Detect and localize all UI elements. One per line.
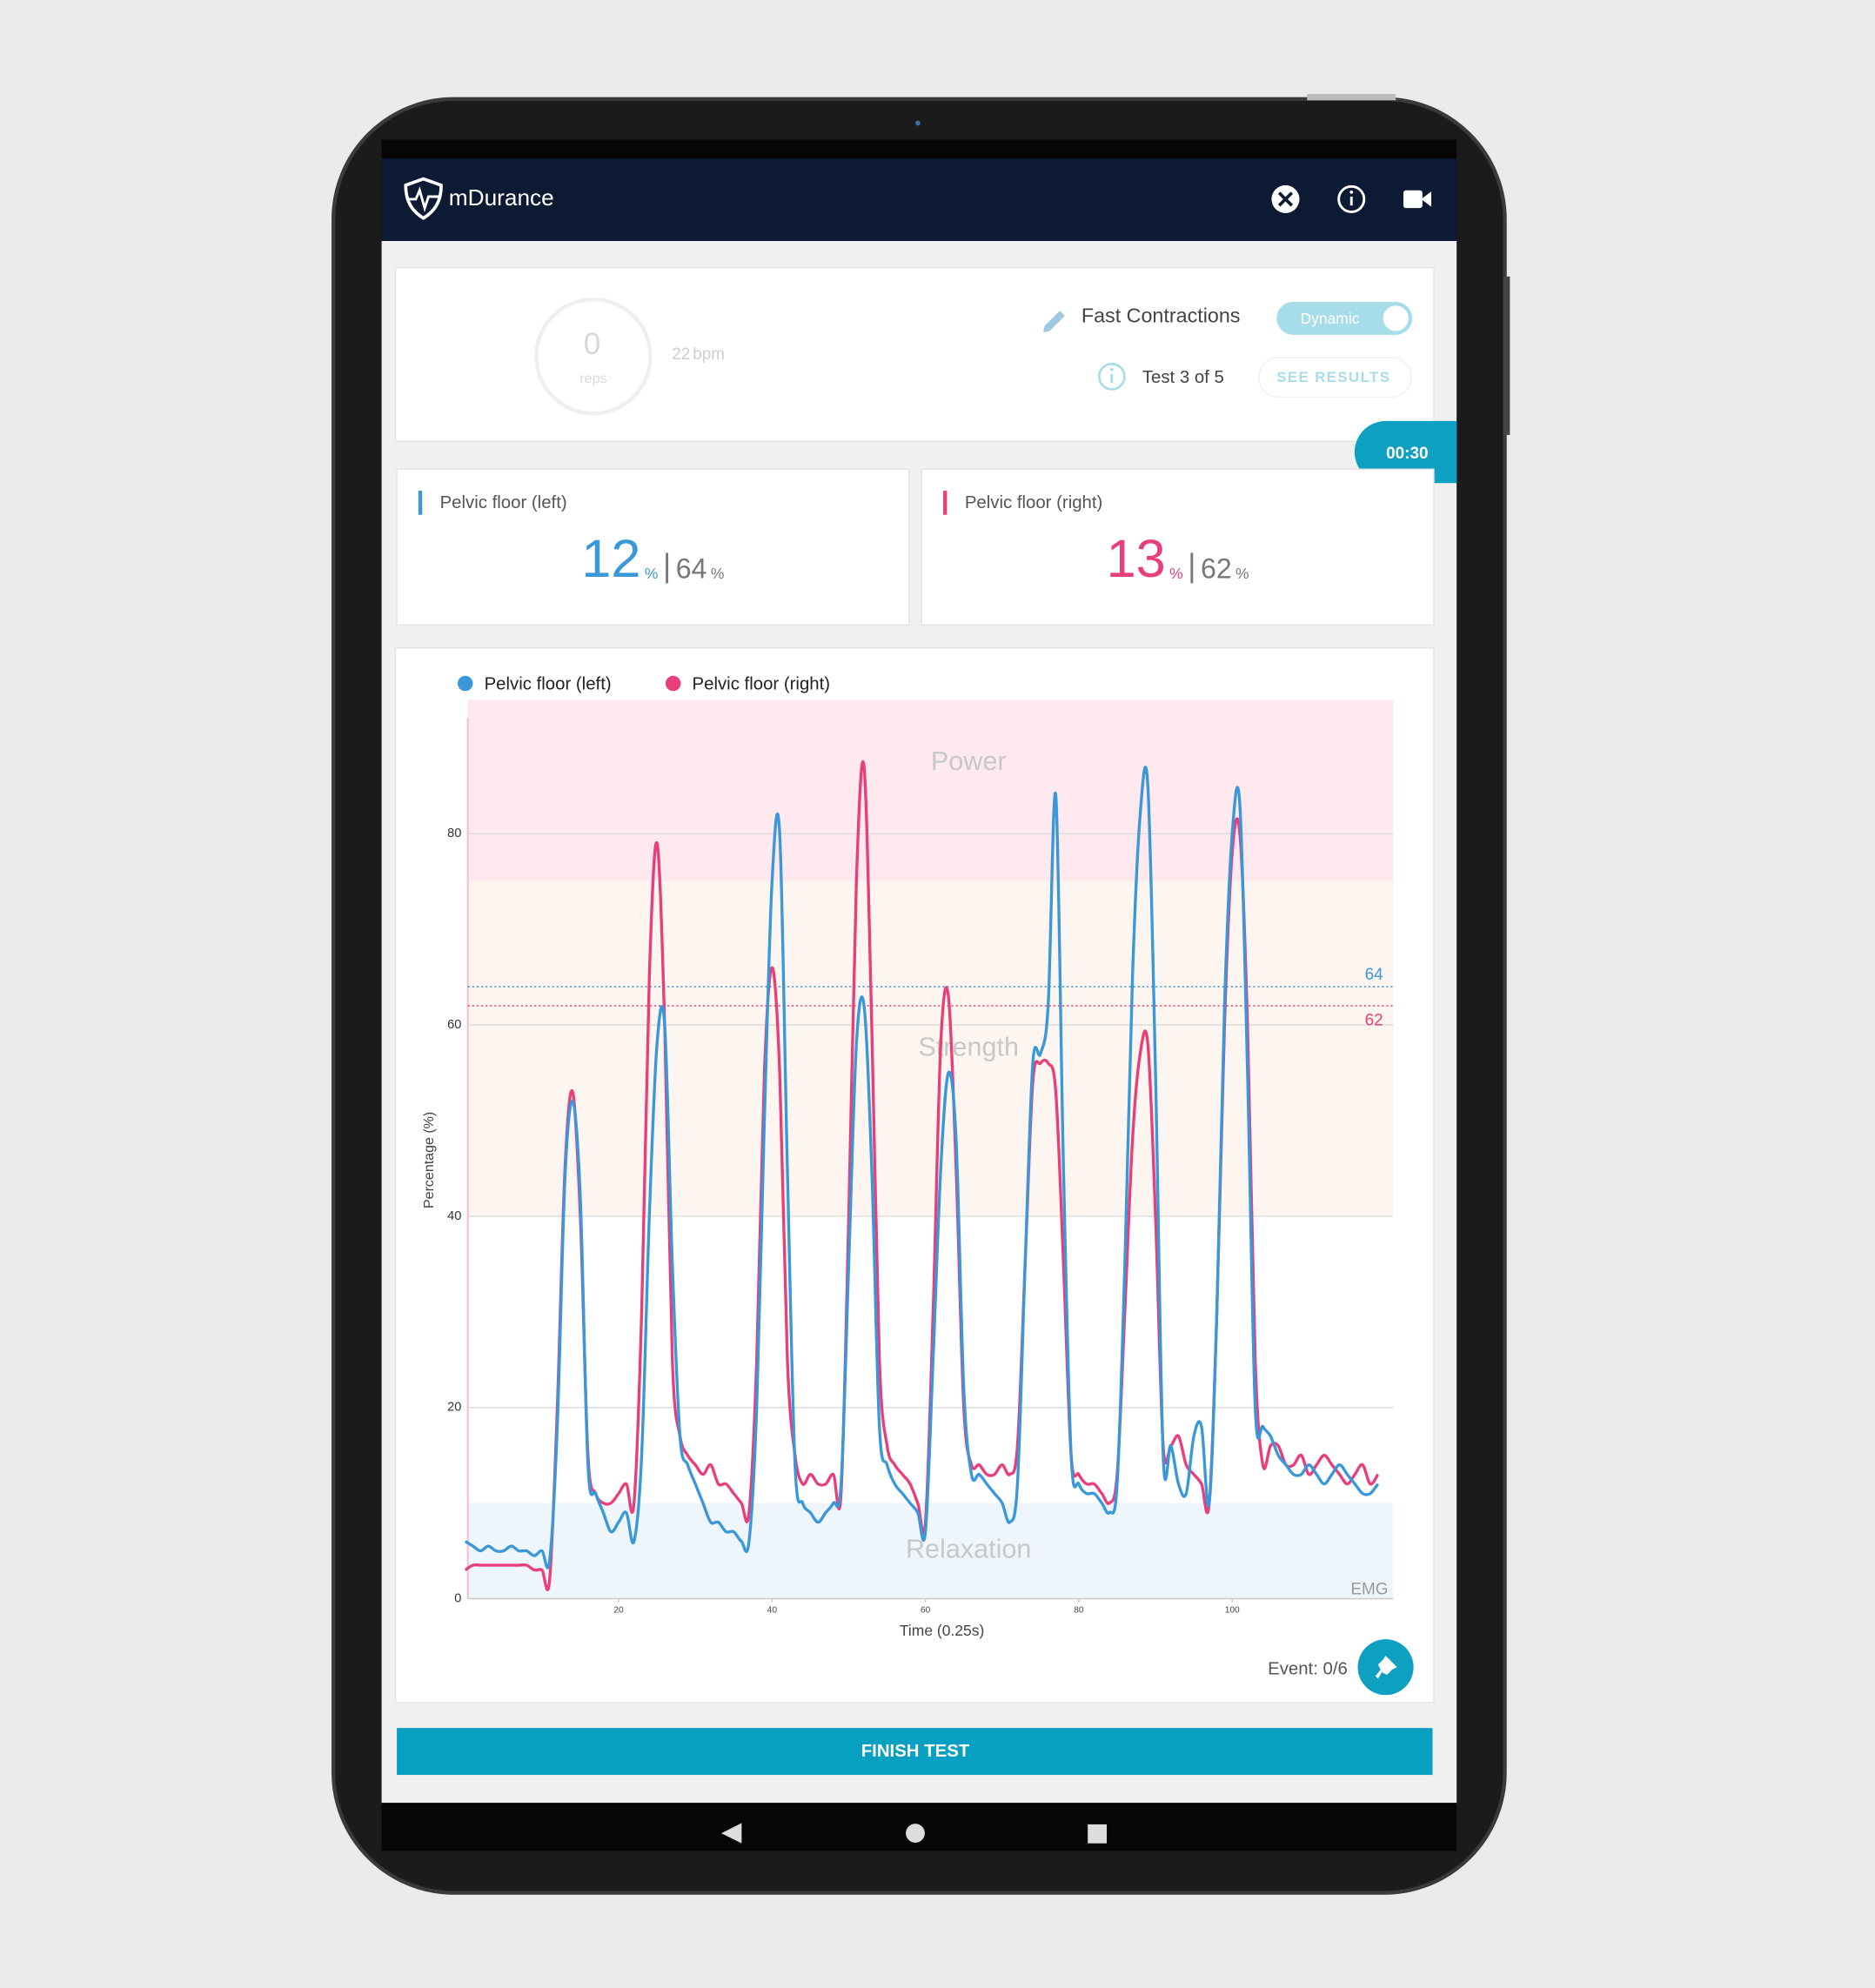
x-tick-label: 40 bbox=[767, 1605, 778, 1615]
nav-back[interactable] bbox=[721, 1823, 742, 1844]
mode-toggle[interactable]: Dynamic bbox=[1276, 301, 1413, 335]
reps-label: reps bbox=[579, 371, 606, 386]
mode-label: Dynamic bbox=[1300, 310, 1359, 327]
legend-label: Pelvic floor (left) bbox=[485, 674, 612, 693]
metric-max: 62 bbox=[1201, 552, 1232, 584]
zone-label: Strength bbox=[918, 1033, 1019, 1062]
logo bbox=[404, 177, 443, 220]
finish-label: FINISH TEST bbox=[861, 1742, 970, 1761]
metric-max-unit: % bbox=[1235, 565, 1249, 582]
zone bbox=[467, 699, 1394, 882]
zone-label: Power bbox=[931, 746, 1007, 776]
metric-current: 12 bbox=[581, 529, 640, 588]
metric-color-bar bbox=[943, 491, 948, 515]
y-tick-label: 80 bbox=[447, 827, 461, 840]
metric-color-bar bbox=[418, 491, 423, 515]
reference-label: 64 bbox=[1365, 966, 1383, 984]
exercise-name: Fast Contractions bbox=[1081, 305, 1241, 327]
y-tick-label: 40 bbox=[447, 1209, 461, 1223]
rate: 22 bpm bbox=[672, 345, 725, 364]
video-button[interactable] bbox=[1403, 190, 1432, 209]
metric-name: Pelvic floor (left) bbox=[440, 493, 567, 512]
nav-home[interactable] bbox=[906, 1824, 925, 1844]
zone-label: Relaxation bbox=[906, 1535, 1032, 1564]
x-tick-label: 100 bbox=[1225, 1605, 1240, 1615]
timer: 00:30 bbox=[1386, 445, 1428, 463]
finish-button[interactable]: FINISH TEST bbox=[397, 1728, 1433, 1776]
metric-current-unit: % bbox=[645, 565, 659, 582]
reps-count: 0 bbox=[584, 327, 600, 361]
logo-pulse bbox=[408, 186, 439, 213]
volume-key bbox=[1503, 276, 1510, 435]
x-tick-label: 20 bbox=[613, 1605, 624, 1615]
test-progress: Test 3 of 5 bbox=[1142, 368, 1224, 387]
metric-name: Pelvic floor (right) bbox=[965, 493, 1103, 512]
see-results-label: SEE RESULTS bbox=[1276, 369, 1390, 385]
metric-separator bbox=[666, 552, 669, 584]
event-button[interactable] bbox=[1357, 1639, 1414, 1696]
metric-current: 13 bbox=[1107, 529, 1166, 588]
metric-current-unit: % bbox=[1169, 565, 1183, 582]
event-counter: Event: 0/6 bbox=[1268, 1660, 1348, 1679]
metric-max-unit: % bbox=[711, 565, 725, 582]
y-tick-label: 0 bbox=[454, 1591, 461, 1605]
metric-card bbox=[396, 468, 910, 626]
chart: 0 20 40 60 80 20 40 60 80 100 Power Strength Relaxat… bbox=[421, 674, 1394, 1639]
timer-tab bbox=[1354, 420, 1457, 484]
y-tick-label: 60 bbox=[447, 1018, 461, 1032]
metric-separator bbox=[1190, 552, 1194, 584]
brand: mDurance bbox=[449, 184, 554, 211]
test-info-icon bbox=[1097, 363, 1126, 391]
zone bbox=[467, 881, 1394, 1216]
y-axis-label: Percentage (%) bbox=[421, 1112, 437, 1208]
legend-label: Pelvic floor (right) bbox=[693, 674, 831, 693]
camera-dot bbox=[915, 120, 921, 126]
close-button[interactable] bbox=[1271, 184, 1300, 213]
session-card bbox=[394, 266, 1435, 442]
nav-recent[interactable] bbox=[1088, 1824, 1108, 1844]
legend-marker bbox=[665, 675, 681, 692]
annotation: EMG bbox=[1350, 1580, 1388, 1598]
y-tick-label: 20 bbox=[447, 1401, 461, 1415]
reps-ring bbox=[534, 297, 653, 416]
info-button[interactable] bbox=[1337, 184, 1366, 213]
metric-card bbox=[921, 468, 1435, 626]
x-tick-label: 80 bbox=[1074, 1605, 1084, 1615]
series-line bbox=[464, 766, 1380, 1570]
legend-marker bbox=[458, 675, 473, 692]
metric-max: 64 bbox=[676, 552, 707, 584]
edit-icon[interactable] bbox=[1043, 311, 1065, 332]
x-tick-label: 60 bbox=[921, 1605, 931, 1615]
reference-label: 62 bbox=[1365, 1012, 1383, 1030]
x-axis-label: Time (0.25s) bbox=[900, 1622, 984, 1639]
see-results-button[interactable]: SEE RESULTS bbox=[1258, 357, 1412, 398]
power-key bbox=[1307, 93, 1396, 101]
